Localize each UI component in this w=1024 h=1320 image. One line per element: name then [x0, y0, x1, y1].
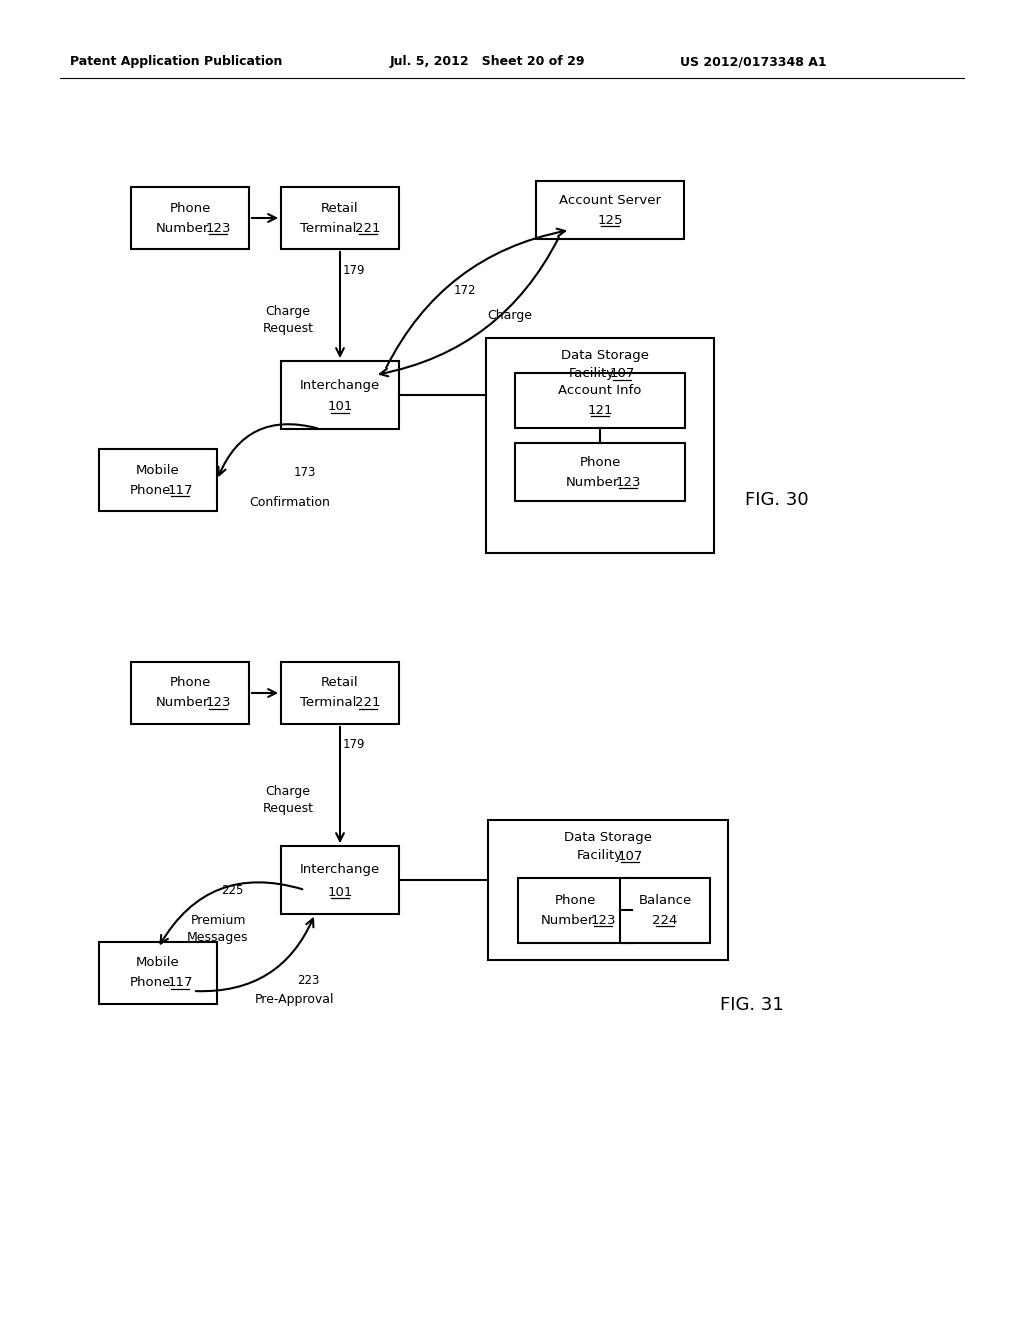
- Text: FIG. 31: FIG. 31: [720, 997, 783, 1014]
- Text: Account Server: Account Server: [559, 194, 662, 206]
- Text: 107: 107: [617, 850, 643, 862]
- Bar: [131, 663, 249, 723]
- Text: 123: 123: [205, 697, 230, 710]
- Text: Messages: Messages: [187, 932, 249, 945]
- Text: Request: Request: [262, 322, 313, 335]
- Text: Terminal: Terminal: [300, 697, 356, 710]
- Bar: [486, 338, 714, 553]
- Text: 225: 225: [221, 883, 243, 896]
- Text: 224: 224: [652, 913, 678, 927]
- Text: 101: 101: [328, 400, 352, 413]
- Bar: [517, 878, 633, 942]
- Text: 117: 117: [167, 977, 193, 990]
- Text: 101: 101: [328, 886, 352, 899]
- Text: Terminal: Terminal: [300, 222, 356, 235]
- Text: Jul. 5, 2012   Sheet 20 of 29: Jul. 5, 2012 Sheet 20 of 29: [390, 55, 586, 69]
- Bar: [620, 878, 710, 942]
- Text: Request: Request: [262, 803, 313, 814]
- Text: Phone: Phone: [169, 202, 211, 214]
- Text: 221: 221: [355, 222, 381, 235]
- Bar: [488, 820, 728, 960]
- Text: 123: 123: [205, 222, 230, 235]
- Text: Pre-Approval: Pre-Approval: [255, 994, 335, 1006]
- Text: Number: Number: [541, 913, 594, 927]
- Text: 172: 172: [454, 284, 476, 297]
- Text: Data Storage: Data Storage: [561, 348, 649, 362]
- Bar: [536, 181, 684, 239]
- Text: US 2012/0173348 A1: US 2012/0173348 A1: [680, 55, 826, 69]
- Text: FIG. 30: FIG. 30: [745, 491, 809, 510]
- Text: Phone: Phone: [554, 894, 596, 907]
- Bar: [99, 449, 217, 511]
- Text: Interchange: Interchange: [300, 379, 380, 392]
- Bar: [281, 663, 399, 723]
- Text: Retail: Retail: [322, 676, 358, 689]
- Text: Data Storage: Data Storage: [564, 832, 652, 845]
- Text: 123: 123: [615, 475, 641, 488]
- Text: Number: Number: [156, 222, 209, 235]
- Text: 221: 221: [355, 697, 381, 710]
- Bar: [131, 187, 249, 249]
- Bar: [281, 187, 399, 249]
- Text: Facility: Facility: [577, 850, 623, 862]
- Text: 173: 173: [294, 466, 316, 479]
- Text: 123: 123: [590, 913, 615, 927]
- Bar: [99, 942, 217, 1005]
- Bar: [281, 846, 399, 913]
- Text: Phone: Phone: [129, 977, 171, 990]
- Text: Number: Number: [156, 697, 209, 710]
- Text: 117: 117: [167, 483, 193, 496]
- Text: Mobile: Mobile: [136, 463, 180, 477]
- Text: 125: 125: [597, 214, 623, 227]
- Text: Number: Number: [565, 475, 618, 488]
- Text: Confirmation: Confirmation: [250, 496, 331, 510]
- Text: Account Info: Account Info: [558, 384, 642, 397]
- Text: 179: 179: [343, 264, 366, 276]
- Text: Phone: Phone: [169, 676, 211, 689]
- Text: Premium: Premium: [190, 913, 246, 927]
- Text: Charge: Charge: [265, 785, 310, 799]
- Text: Retail: Retail: [322, 202, 358, 214]
- Text: Charge: Charge: [265, 305, 310, 318]
- Text: Charge: Charge: [487, 309, 532, 322]
- Text: Patent Application Publication: Patent Application Publication: [70, 55, 283, 69]
- Text: Balance: Balance: [638, 894, 691, 907]
- Text: 179: 179: [343, 738, 366, 751]
- Bar: [281, 360, 399, 429]
- Text: 107: 107: [609, 367, 635, 380]
- Text: 121: 121: [587, 404, 612, 417]
- Text: Phone: Phone: [129, 483, 171, 496]
- Text: Interchange: Interchange: [300, 863, 380, 876]
- Text: Facility: Facility: [569, 367, 615, 380]
- Bar: [515, 372, 685, 428]
- Text: Phone: Phone: [580, 455, 621, 469]
- Bar: [515, 444, 685, 502]
- Text: 223: 223: [297, 974, 319, 986]
- Text: Mobile: Mobile: [136, 957, 180, 969]
